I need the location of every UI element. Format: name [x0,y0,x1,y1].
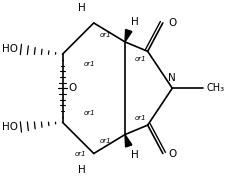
Polygon shape [124,30,131,42]
Text: or1: or1 [99,138,110,144]
Text: or1: or1 [83,110,94,116]
Text: or1: or1 [83,61,94,67]
Polygon shape [124,135,131,147]
Text: H: H [77,165,85,175]
Text: O: O [168,148,176,158]
Text: or1: or1 [99,32,110,38]
Text: HO: HO [2,122,18,132]
Text: CH₃: CH₃ [205,83,223,93]
Text: N: N [168,73,175,83]
Text: O: O [168,18,176,28]
Text: O: O [68,83,76,93]
Text: or1: or1 [134,56,145,62]
Text: H: H [77,4,85,14]
Text: H: H [130,17,138,27]
Text: H: H [130,150,138,160]
Text: or1: or1 [74,151,86,156]
Text: or1: or1 [134,115,145,121]
Text: HO: HO [2,44,18,54]
